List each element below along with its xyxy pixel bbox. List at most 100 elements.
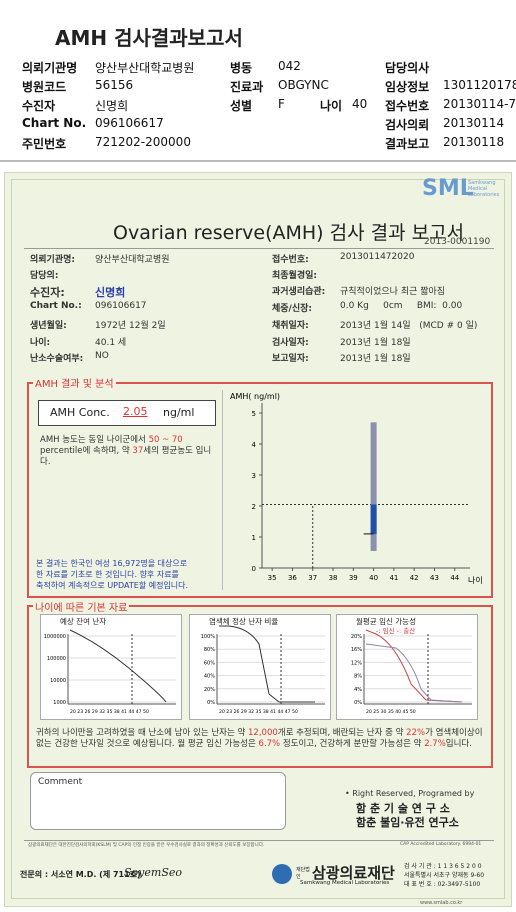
value-box bbox=[370, 504, 377, 534]
mini-y-tick: 12% bbox=[351, 660, 362, 666]
field-label: 수진자 bbox=[22, 99, 56, 113]
mini-title: 월평균 임신 가능성 bbox=[356, 617, 416, 626]
mini-curve bbox=[219, 625, 315, 703]
split bbox=[222, 390, 223, 590]
mini-legend: -: 임신 -: 출산 bbox=[376, 627, 416, 635]
field-value: 096106617 bbox=[95, 116, 164, 130]
summary-text: 개로 추정되며, 배란되는 난자 중 약 bbox=[277, 728, 404, 738]
desc-age: 37 bbox=[132, 446, 144, 456]
y-tick-label: 2 bbox=[252, 503, 256, 511]
cap: CAP Accredited Laboratory. 6994-01 bbox=[400, 842, 482, 847]
info-value: 2013년 1월 18일 bbox=[340, 338, 411, 348]
mini-y-tick: 0% bbox=[354, 700, 362, 706]
desc: AMH 농도는 동일 나이군에서 50 ~ 70 percentile에 속하며… bbox=[40, 435, 220, 468]
mini-chart: 20% 16% 12% 8% 4% 0% 20 25 30 35 40 45 50 bbox=[351, 629, 472, 715]
comment-box bbox=[30, 772, 286, 830]
info-value: 096106617 bbox=[95, 301, 147, 311]
report-no: 2013-0001190 bbox=[424, 237, 491, 247]
note-line: 한 자료를 기초로 한 것입니다. 향후 자료를 bbox=[36, 570, 179, 579]
contact-line: 대 표 번 호 : 02-3497-5100 bbox=[404, 881, 481, 888]
field-value: OBGYNC bbox=[278, 78, 329, 92]
foundation-en: Samkwang Medical Laboratories bbox=[300, 880, 390, 886]
logo-sub-line: Samkwang bbox=[468, 180, 496, 186]
info-value: 40.1 세 bbox=[95, 338, 127, 348]
accredit: 삼광의료재단은 대한진단검사의학회(KSLM) 및 CAP의 인정 인증을 받은… bbox=[28, 843, 265, 848]
mini-y-tick: 10000 bbox=[50, 678, 66, 684]
logo-sub-line: Laboratories bbox=[468, 192, 500, 198]
note-line: 축적하여 계속적으로 UPDATE할 예정입니다. bbox=[36, 581, 189, 590]
field-value: 양산부산대학교병원 bbox=[95, 61, 195, 75]
foundation: 삼광의료재단 bbox=[312, 864, 395, 882]
title: AMH 검사결과보고서 bbox=[55, 26, 243, 50]
foundation-icon bbox=[272, 864, 292, 884]
section2-title: 나이에 따른 기본 자료 bbox=[33, 599, 130, 614]
mini-y-tick: 20% bbox=[351, 634, 362, 640]
amh-box bbox=[38, 400, 216, 426]
x-tick-label: 38 bbox=[329, 574, 338, 582]
info-value: 0.0 Kg 0cm BMI: 0.00 bbox=[340, 301, 463, 311]
x-tick-label: 44 bbox=[450, 574, 459, 582]
field-label: 담당의사 bbox=[385, 61, 430, 75]
x-tick-label: 40 bbox=[369, 574, 378, 582]
field-value: 20130114-72 bbox=[443, 97, 516, 111]
mini-x-ticks: 20 23 26 29 32 35 38 41 44 47 50 bbox=[70, 709, 149, 715]
rule bbox=[24, 248, 494, 249]
desc-text: 세의 평균농도 입니다. bbox=[40, 446, 212, 467]
summary-num: 12,000 bbox=[248, 728, 278, 738]
summary-num: 2.7% bbox=[424, 739, 446, 749]
rights: • Right Reserved, Programed by bbox=[345, 789, 475, 798]
field-label: 임상정보 bbox=[385, 80, 430, 94]
field-value: 13011201780 bbox=[443, 78, 516, 92]
info-value: 2013년 1월 18일 bbox=[340, 354, 411, 364]
mini-y-tick: 100000 bbox=[47, 656, 66, 662]
mini-x-ticks: 20 23 26 29 32 35 38 41 44 47 50 bbox=[219, 709, 298, 715]
info-label: Chart No.: bbox=[30, 301, 82, 311]
doctor: 전문의 : 서소연 M.D. (제 711호) bbox=[20, 870, 141, 879]
mini-y-tick: 1000 bbox=[53, 700, 66, 706]
x-tick-label: 42 bbox=[410, 574, 419, 582]
logo: SML bbox=[422, 176, 474, 201]
mini-y-tick: 16% bbox=[351, 647, 362, 653]
info-label: 담당의: bbox=[30, 271, 59, 281]
range-bar bbox=[370, 422, 377, 551]
field-label: 병동 bbox=[230, 61, 253, 75]
section1-box bbox=[27, 382, 493, 598]
x-tick-label: 37 bbox=[308, 574, 317, 582]
y-tick-label: 5 bbox=[252, 410, 256, 418]
summary-num: 22% bbox=[406, 728, 426, 738]
mini-title: 예상 잔여 난자 bbox=[60, 617, 107, 626]
mini-curve bbox=[69, 629, 167, 703]
info-label: 보고일자: bbox=[272, 354, 309, 364]
y-tick-label: 4 bbox=[252, 441, 257, 449]
field-label: 병원코드 bbox=[22, 80, 67, 94]
summary: 귀하의 나이만을 고려하였을 때 난소에 남아 있는 난자는 약 12,000개… bbox=[36, 728, 486, 750]
info-label: 접수번호: bbox=[272, 255, 309, 265]
field-value: 042 bbox=[278, 59, 301, 73]
x-tick-label: 36 bbox=[288, 574, 297, 582]
info-label: 수진자: bbox=[30, 286, 65, 299]
foundation-pre: 재단법인 bbox=[296, 867, 310, 880]
mini-y-tick: 40% bbox=[204, 674, 215, 680]
mini-chart: 100% 80% 60% 40% 20% 0% 20 23 26 29 32 35 38 4… bbox=[201, 625, 325, 715]
info-value: 2013년 1월 14일 (MCD # 0 일) bbox=[340, 321, 478, 331]
info-label: 생년월일: bbox=[30, 321, 67, 331]
field-value: 20130118 bbox=[443, 135, 505, 149]
amh-value: 2.05 bbox=[123, 405, 148, 418]
info-value: 1972년 12월 2일 bbox=[95, 321, 166, 331]
divider bbox=[0, 160, 516, 162]
desc-pct: 50 ~ 70 bbox=[148, 435, 183, 445]
x-tick-label: 39 bbox=[349, 574, 358, 582]
desc-text: AMH 농도는 동일 나이군에서 bbox=[40, 435, 146, 445]
amh-label: AMH Conc. bbox=[50, 406, 110, 419]
info-label: 난소수술여부: bbox=[30, 354, 84, 364]
y-tick-label: 3 bbox=[252, 472, 256, 480]
inner-border bbox=[11, 179, 505, 899]
rule bbox=[24, 840, 494, 841]
field-value: 신명희 bbox=[95, 99, 129, 113]
summary-text: 정도이고, 건강하게 분만할 가능성은 약 bbox=[282, 739, 422, 749]
info-value: 2013011472020 bbox=[340, 252, 415, 262]
x-tick-label: 41 bbox=[389, 574, 398, 582]
field-value: 40 bbox=[352, 97, 368, 111]
x-tick-label: 35 bbox=[268, 574, 277, 582]
